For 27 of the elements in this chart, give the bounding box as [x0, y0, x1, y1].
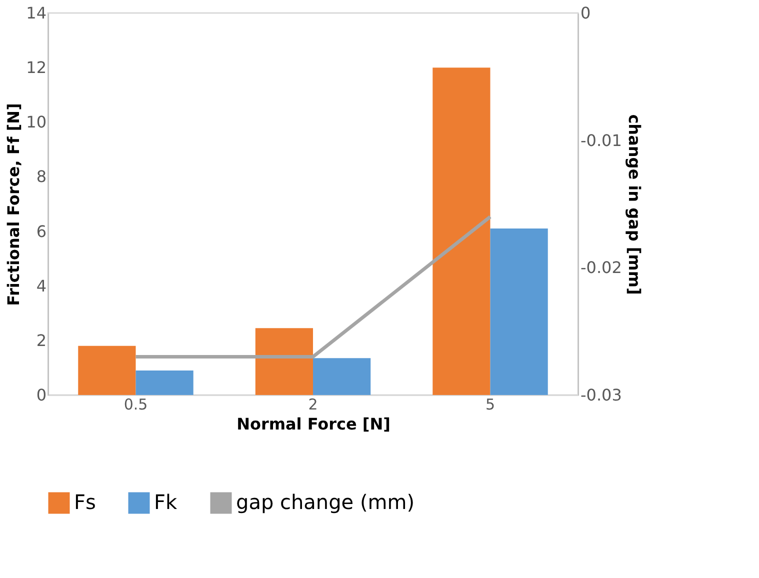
legend-label: gap change (mm)	[236, 490, 415, 514]
y-axis-title: Frictional Force, Ff [N]	[4, 103, 24, 306]
y2-tick-label: -0.03	[580, 386, 622, 404]
legend-label: Fs	[74, 490, 96, 514]
bar	[136, 370, 194, 395]
y-tick-label: 2	[36, 330, 46, 350]
y-tick-label: 6	[36, 222, 46, 241]
y2-axis-title: change in gap [mm]	[624, 114, 644, 295]
x-tick-label: 0.5	[124, 396, 148, 414]
bar	[313, 358, 371, 395]
y-tick-label: 8	[36, 167, 46, 186]
y-tick-label: 4	[36, 276, 46, 296]
bar	[78, 346, 136, 395]
x-axis-title: Normal Force [N]	[236, 414, 390, 434]
legend-label: Fk	[154, 490, 178, 514]
y-tick-label: 12	[26, 58, 46, 78]
y2-tick-label: -0.01	[580, 130, 622, 150]
x-tick-label: 5	[485, 396, 496, 414]
bar	[432, 68, 490, 395]
y2-tick-label: -0.02	[580, 258, 622, 278]
y-tick-label: 10	[26, 112, 46, 132]
y2-tick-label: 0	[580, 4, 591, 22]
y-tick-label: 0	[36, 386, 46, 404]
x-tick-label: 2	[308, 396, 318, 414]
bar	[490, 228, 548, 395]
bar	[255, 328, 313, 395]
y-tick-label: 14	[26, 4, 46, 22]
